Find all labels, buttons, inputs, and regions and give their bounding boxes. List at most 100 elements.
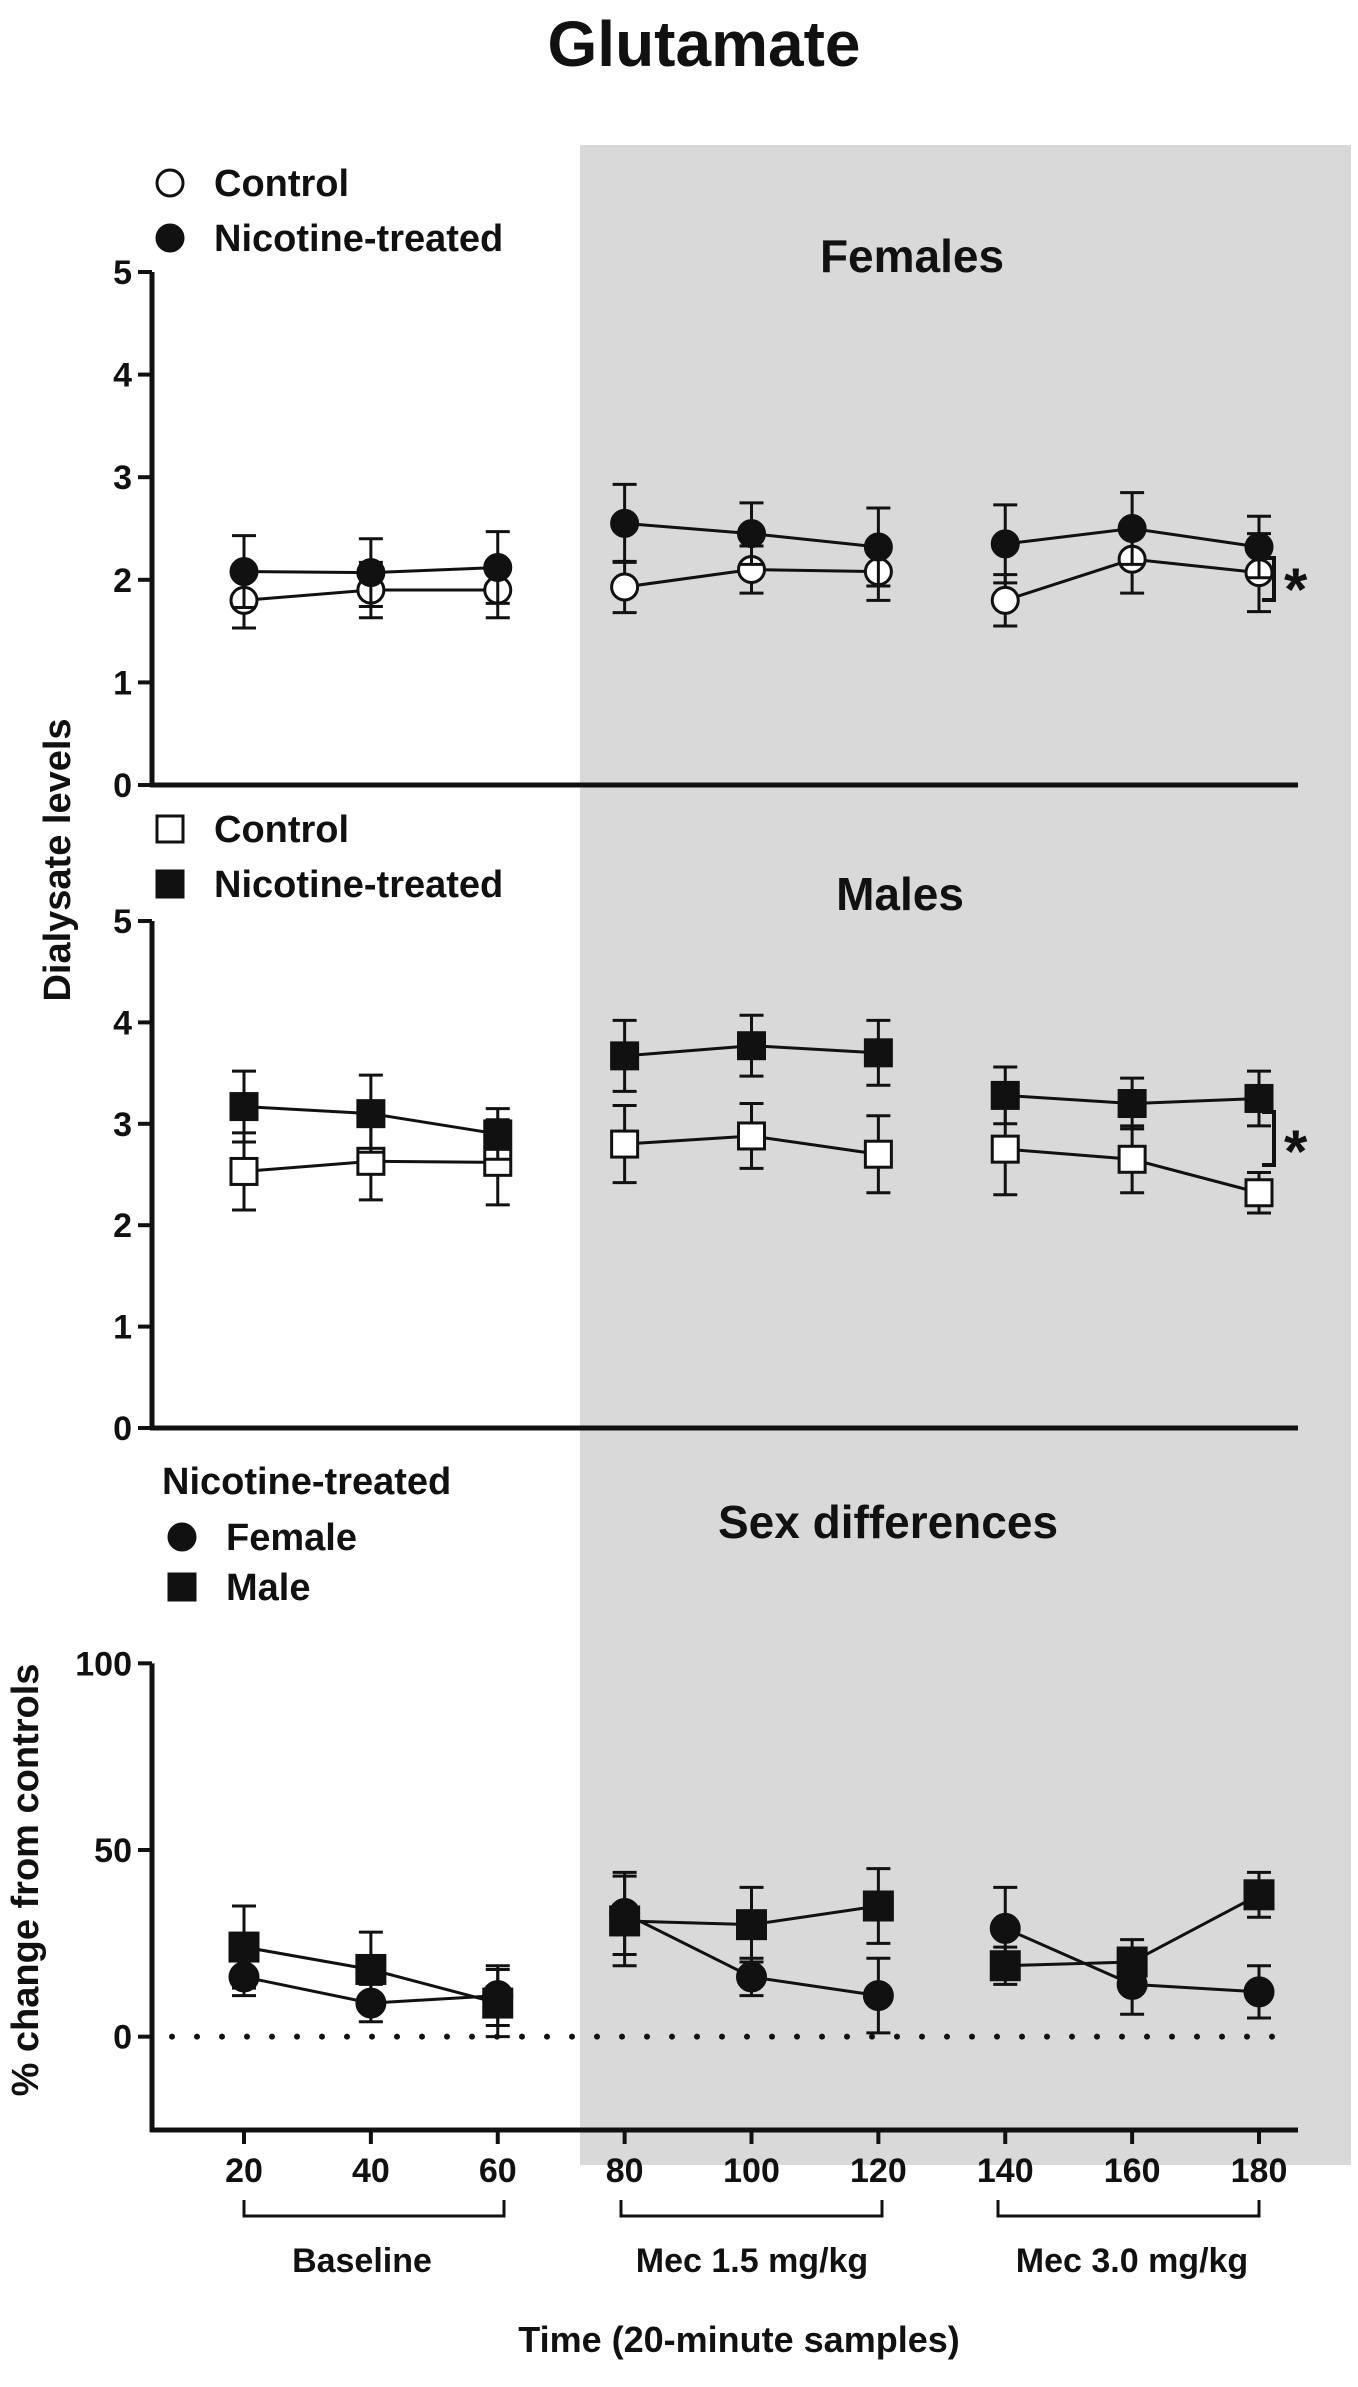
legend: Control Nicotine-treated — [155, 163, 503, 260]
panel-title: Males — [836, 868, 964, 920]
legend-label: Nicotine-treated — [214, 864, 503, 906]
legend-marker — [155, 814, 185, 844]
legend-marker — [167, 1572, 197, 1602]
legend-heading: Nicotine-treated — [162, 1461, 451, 1503]
x-tick-label: 20 — [225, 2152, 263, 2190]
data-point — [229, 557, 259, 587]
y-tick-label: 50 — [94, 1832, 132, 1870]
y-tick-label: 5 — [113, 254, 132, 292]
significance-marker: * — [1284, 556, 1308, 623]
data-point — [990, 1134, 1020, 1164]
significance-marker: * — [1284, 1118, 1308, 1185]
y-tick-label: 0 — [113, 767, 132, 805]
x-axis-title: Time (20-minute samples) — [518, 2319, 959, 2360]
y-axis-label: % change from controls — [5, 1664, 47, 2097]
data-point — [610, 508, 640, 538]
phase-bracket-baseline — [242, 2200, 506, 2218]
data-point — [1243, 1976, 1275, 2008]
data-point — [356, 558, 386, 588]
series-nicotine-treated — [229, 1013, 1274, 1161]
legend-marker — [155, 168, 185, 198]
y-tick-label: 4 — [113, 1004, 132, 1042]
figure-title: Glutamate — [548, 8, 861, 80]
data-point — [483, 1119, 513, 1149]
data-point — [1243, 1879, 1275, 1911]
panel-females: Females 0 1 2 3 4 5 Control Nicotine-treated * — [113, 163, 1308, 805]
legend-label: Control — [214, 809, 349, 851]
panel-title: Sex differences — [718, 1496, 1058, 1548]
significance-bracket — [1262, 1110, 1276, 1167]
data-point — [990, 529, 1020, 559]
data-point — [483, 552, 513, 582]
data-point — [482, 1987, 514, 2019]
x-tick-label: 100 — [723, 2152, 780, 2190]
panel-sex-differences: Sex differences 0 50 100 20 40 60 80 100 120 140 16… — [5, 1461, 1298, 2190]
data-point — [737, 519, 766, 549]
data-point — [1244, 532, 1274, 562]
data-point — [1117, 514, 1147, 543]
legend: Nicotine-treated Female Male — [162, 1461, 451, 1609]
data-point — [610, 1129, 640, 1159]
data-point — [228, 1931, 260, 1963]
data-point — [862, 1890, 894, 1922]
data-point — [863, 1139, 893, 1169]
data-point — [610, 1041, 640, 1071]
series-nicotine-treated — [229, 482, 1274, 610]
data-point — [989, 1912, 1021, 1944]
y-tick-label: 3 — [113, 459, 132, 497]
panel-title: Females — [820, 230, 1004, 282]
data-point — [737, 1121, 766, 1151]
legend-label: Male — [226, 1567, 310, 1609]
data-point — [989, 1950, 1021, 1982]
data-point — [355, 1953, 387, 1985]
y-tick-label: 2 — [113, 1207, 132, 1245]
legend-label: Female — [226, 1517, 357, 1559]
phase-brackets: Baseline Mec 1.5 mg/kg Mec 3.0 mg/kg — [242, 2200, 1261, 2280]
phase-bracket-mec-3-0 — [996, 2200, 1261, 2218]
y-tick-label: 0 — [113, 1410, 132, 1448]
treatment-shade — [580, 145, 1351, 2165]
legend-label: Nicotine-treated — [214, 218, 503, 260]
y-tick-label: 4 — [113, 357, 132, 395]
phase-label-mec-1-5: Mec 1.5 mg/kg — [636, 2242, 868, 2280]
data-point — [863, 1038, 893, 1068]
data-point — [610, 572, 640, 602]
data-point — [1244, 1083, 1274, 1113]
x-tick-label: 160 — [1104, 2152, 1161, 2190]
x-tick-label: 40 — [352, 2152, 390, 2190]
data-point — [990, 1080, 1020, 1110]
data-point — [229, 1156, 259, 1186]
data-point — [862, 1980, 894, 2012]
data-point — [990, 585, 1020, 615]
y-tick-label: 1 — [113, 664, 132, 702]
x-tick-label: 80 — [606, 2152, 644, 2190]
x-tick-label: 120 — [850, 2152, 907, 2190]
phase-bracket-mec-1-5 — [619, 2200, 884, 2218]
data-point — [736, 1961, 767, 1993]
data-point — [1117, 1089, 1147, 1119]
legend-marker — [155, 869, 185, 899]
data-point — [356, 1099, 386, 1129]
y-tick-label: 2 — [113, 562, 132, 600]
phase-label-baseline: Baseline — [292, 2242, 432, 2280]
y-tick-label: 1 — [113, 1309, 132, 1347]
panel-males: Males 0 1 2 3 4 5 Control Nicotine-treated * — [113, 809, 1308, 1448]
x-tick-label: 140 — [977, 2152, 1034, 2190]
y-tick-label: 5 — [113, 903, 132, 941]
legend-marker — [167, 1522, 197, 1552]
phase-label-mec-3-0: Mec 3.0 mg/kg — [1016, 2242, 1248, 2280]
y-tick-label: 100 — [75, 1645, 132, 1683]
legend-label: Control — [214, 163, 349, 205]
data-point — [1116, 1946, 1148, 1978]
shared-y-axis-label: Dialysate levels — [37, 718, 79, 1001]
x-tick-label: 60 — [479, 2152, 517, 2190]
legend-marker — [155, 223, 185, 253]
data-point — [609, 1905, 641, 1937]
data-point — [1117, 1144, 1147, 1174]
data-point — [229, 1092, 259, 1122]
significance-bracket — [1262, 556, 1276, 602]
data-point — [736, 1909, 767, 1941]
series-male — [228, 1867, 1275, 2039]
legend: Control Nicotine-treated — [155, 809, 503, 906]
